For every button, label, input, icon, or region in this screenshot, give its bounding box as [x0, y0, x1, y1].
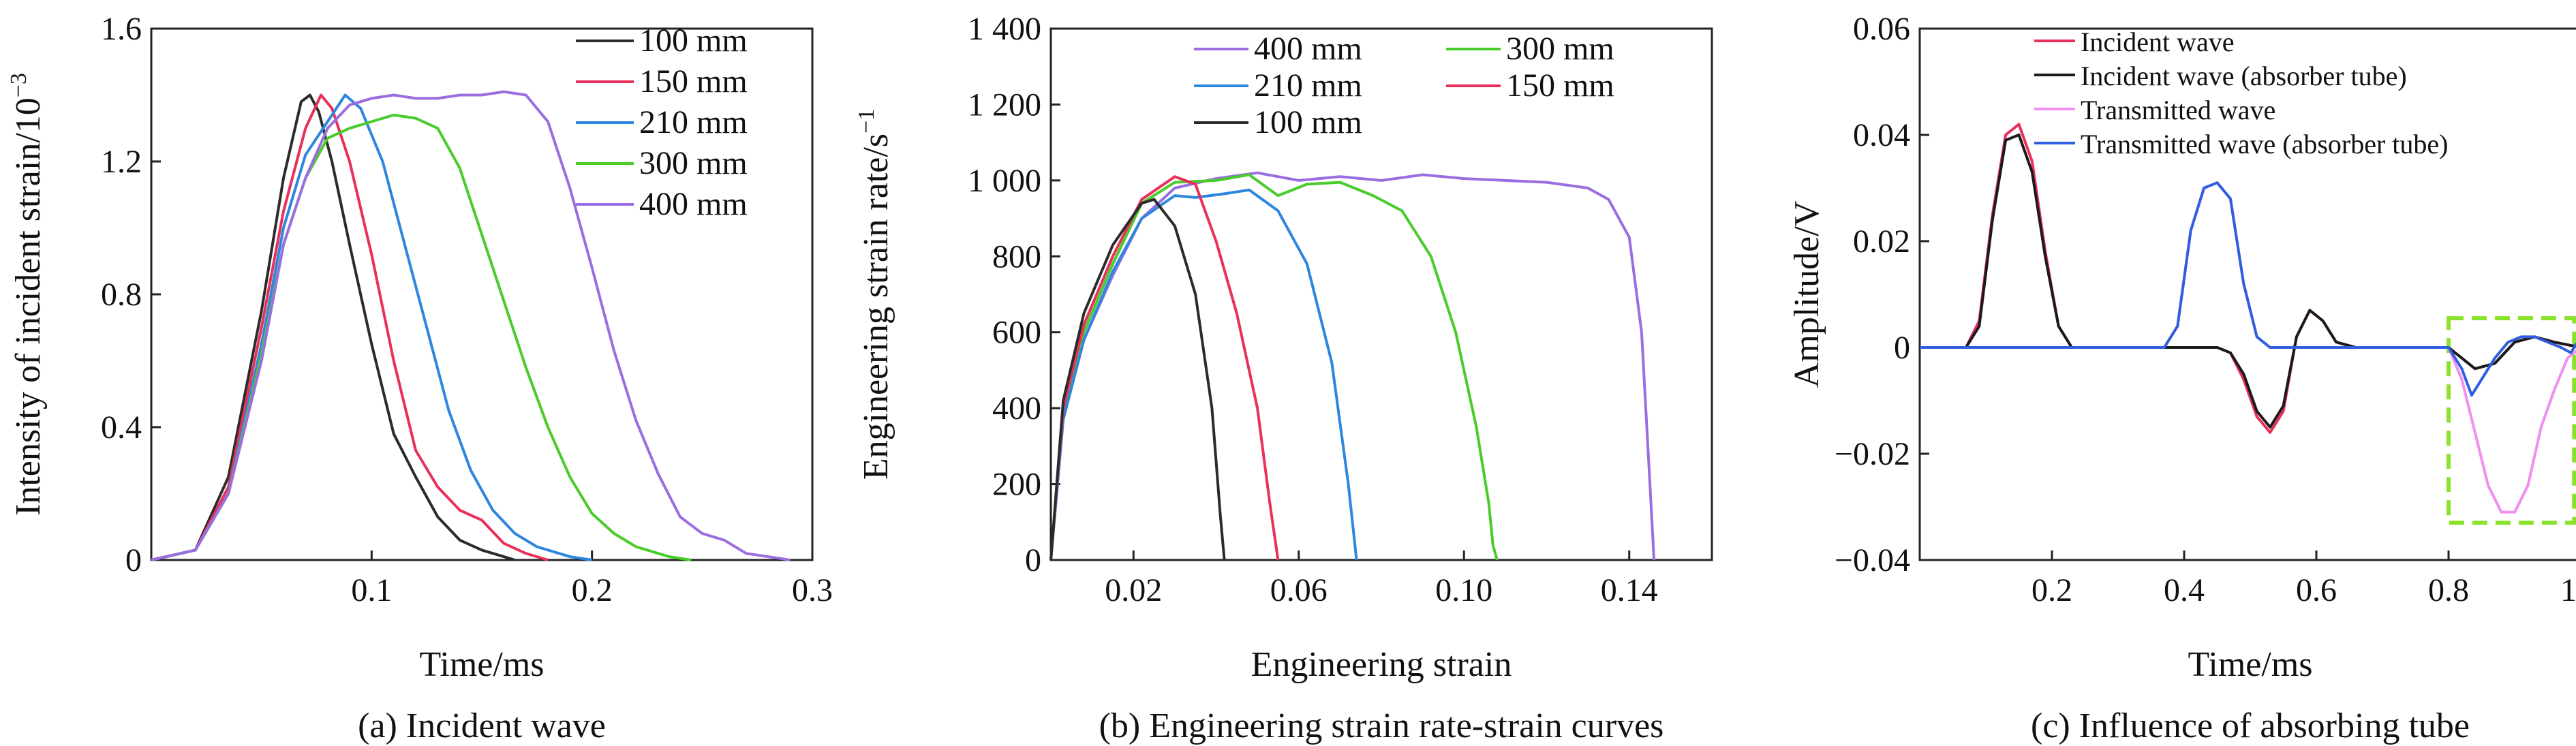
legend-label: 300 mm — [1506, 31, 1614, 67]
highlight-box — [2447, 316, 2576, 525]
y-tick-label: 800 — [992, 238, 1041, 275]
panel-caption: (a) Incident wave — [358, 706, 606, 745]
y-axis-title-exponent: −3 — [6, 73, 31, 97]
y-tick-label: 0 — [125, 542, 142, 578]
y-tick-label: 0 — [1025, 542, 1041, 578]
panel-absorbing-tube: −0.04 −0.02 0 0.02 0.04 0.06 0.2 0.4 0.6 0.8 1.0 In… — [1788, 11, 2576, 745]
x-tick-label: 0.14 — [1601, 572, 1658, 608]
legend-label: 100 mm — [1254, 104, 1362, 140]
series-line-210-mm — [151, 93, 592, 561]
y-tick-label: −0.04 — [1835, 542, 1910, 578]
y-tick-label: 600 — [992, 315, 1041, 351]
y-tick-label: 0.02 — [1853, 223, 1910, 260]
legend-label: Transmitted wave (absorber tube) — [2081, 129, 2449, 159]
legend-label: 210 mm — [639, 104, 748, 140]
y-tick-label: 0 — [1894, 330, 1910, 366]
y-axis-title-exponent: −1 — [854, 109, 879, 134]
y-tick-label: −0.02 — [1835, 436, 1910, 472]
legend-label: Incident wave — [2081, 27, 2234, 57]
plot-frame — [1049, 27, 1713, 561]
legend-label: 210 mm — [1254, 67, 1362, 104]
legend-label: Transmitted wave — [2081, 95, 2275, 125]
y-tick-label: 200 — [992, 467, 1041, 503]
panel-caption: (b) Engineering strain rate-strain curve… — [1099, 706, 1664, 745]
x-axis-title: Time/ms — [2188, 645, 2312, 684]
plot-frame — [1918, 27, 2576, 561]
series-line-100-mm — [151, 93, 516, 561]
x-tick-label: 0.3 — [792, 572, 833, 608]
y-tick-label: 1 000 — [968, 163, 1041, 199]
y-tick-label: 0.4 — [101, 409, 142, 446]
series-line-150-mm — [151, 93, 549, 561]
series-line-150-mm — [1049, 175, 1280, 561]
y-tick-label: 0.04 — [1853, 117, 1910, 153]
y-axis-title: Intensity of incident strain/10−3 — [6, 73, 48, 516]
y-tick-label: 1 200 — [968, 87, 1041, 123]
x-tick-label: 0.8 — [2428, 572, 2469, 608]
series-line-210-mm — [1049, 188, 1358, 561]
series-line-100-mm — [1049, 198, 1226, 561]
series-line-incident-wave-absorber-tube- — [1920, 134, 2576, 429]
panel-incident-wave: 0 0.4 0.8 1.2 1.6 0.1 0.2 0.3 100 mm 150 mm 210 mm… — [6, 11, 833, 745]
y-tick-label: 0.06 — [1853, 11, 1910, 47]
legend-label: Incident wave (absorber tube) — [2081, 61, 2407, 91]
legend-label: 300 mm — [639, 145, 748, 181]
series-line-300-mm — [1049, 173, 1499, 561]
x-tick-label: 0.02 — [1105, 572, 1162, 608]
panel-strain-rate-curves: 0 200 400 600 800 1 000 1 200 1 400 0.02 0.06 0.10… — [854, 11, 1713, 745]
x-axis-title: Engineering strain — [1251, 645, 1512, 684]
y-tick-label: 1 400 — [968, 11, 1041, 47]
x-tick-label: 1.0 — [2560, 572, 2576, 608]
y-tick-label: 400 — [992, 390, 1041, 426]
y-axis-title: Engineering strain rate/s−1 — [854, 109, 895, 480]
legend-label: 150 mm — [1506, 67, 1614, 104]
panel-caption: (c) Influence of absorbing tube — [2031, 706, 2470, 745]
legend-label: 400 mm — [639, 186, 748, 222]
y-tick-label: 1.6 — [101, 11, 142, 47]
legend-label: 150 mm — [639, 63, 748, 99]
y-tick-label: 1.2 — [101, 144, 142, 180]
series-line-transmitted-wave-absorber-tube- — [1920, 181, 2576, 397]
legend-label: 400 mm — [1254, 31, 1362, 67]
y-tick-label: 0.8 — [101, 277, 142, 313]
x-tick-label: 0.4 — [2164, 572, 2205, 608]
x-tick-label: 0.10 — [1435, 572, 1492, 608]
x-tick-label: 0.2 — [2031, 572, 2072, 608]
y-axis-title: Amplitude/V — [1788, 201, 1826, 388]
series-line-400-mm — [151, 90, 791, 561]
x-axis-title: Time/ms — [419, 645, 544, 684]
x-tick-label: 0.2 — [572, 572, 613, 608]
x-tick-label: 0.6 — [2296, 572, 2337, 608]
legend-label: 100 mm — [639, 22, 748, 59]
x-tick-label: 0.06 — [1270, 572, 1328, 608]
x-tick-label: 0.1 — [351, 572, 392, 608]
